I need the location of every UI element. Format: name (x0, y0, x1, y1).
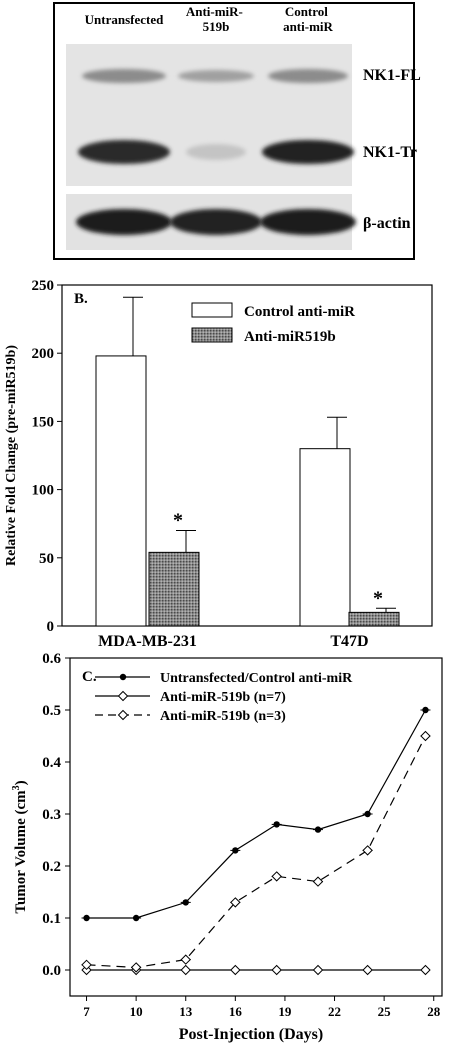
y-axis-label-close: ) (13, 780, 29, 785)
x-tick-label: 19 (278, 1004, 292, 1019)
data-point (362, 964, 373, 976)
x-category-label: MDA-MB-231 (98, 633, 197, 650)
y-tick-label: 200 (32, 346, 55, 362)
lane-label-anti-mir-519b: Anti-miR- 519b (186, 4, 246, 34)
lane-label-control-anti-mir: Control anti-miR (283, 4, 333, 34)
series-2 (81, 730, 431, 973)
legend-label: Untransfected/Control anti-miR (160, 671, 353, 686)
legend-marker (119, 673, 127, 681)
data-point (230, 964, 241, 976)
x-tick-label: 7 (83, 1004, 90, 1019)
data-point (130, 962, 142, 973)
data-point (312, 964, 324, 976)
y-axis-label-text: Tumor Volume (cm (13, 790, 29, 914)
data-point (132, 914, 140, 922)
bar-chart-panel: 0 50 100 150 200 250 Relative Fold Change (pre… (4, 278, 433, 650)
y-axis-label-sup: 3 (11, 785, 22, 790)
x-category-label: T47D (330, 633, 368, 650)
bar-control-0 (95, 355, 147, 627)
x-tick-label: 16 (229, 1004, 243, 1019)
lane-label-line: anti-miR (283, 19, 333, 34)
legend-marker (117, 690, 129, 702)
y-tick-label: 0.0 (42, 963, 61, 979)
x-tick-label: 25 (378, 1004, 392, 1019)
data-point (271, 964, 282, 976)
band-beta-actin-control (260, 209, 356, 235)
panel-label-b: B. (74, 291, 88, 307)
bar-anti-mir-0 (148, 551, 200, 627)
lane-label-line: 519b (203, 19, 230, 34)
y-axis-label: Relative Fold Change (pre-miR519b) (4, 345, 19, 566)
x-tick-label: 10 (130, 1004, 143, 1019)
band-label-nk1-tr: NK1-Tr (363, 144, 417, 161)
lane-label-control-anti-mir-text: Control (285, 4, 328, 19)
data-point (83, 914, 90, 922)
x-axis-label: Post-Injection (Days) (179, 1026, 323, 1043)
data-point (180, 964, 191, 976)
x-tick-label: 22 (328, 1004, 341, 1019)
series-0 (81, 706, 431, 922)
legend-label: Anti-miR519b (244, 329, 336, 345)
significance-star: * (173, 510, 183, 532)
band-nk1-tr-control (262, 140, 354, 164)
data-point (420, 964, 431, 976)
legend-swatch (191, 327, 233, 343)
data-point (230, 897, 241, 908)
data-point (273, 821, 280, 828)
band-label-nk1-fl: NK1-FL (363, 67, 421, 84)
series-line (86, 709, 427, 919)
legend-label: Anti-miR-519b (n=7) (160, 690, 286, 705)
data-point (314, 826, 322, 833)
bar-control-1 (299, 448, 351, 627)
band-nk1-fl-untransfected (82, 69, 166, 83)
band-nk1-fl-anti-mir (178, 70, 254, 82)
y-tick-label: 0.4 (42, 755, 61, 771)
western-blot-panel: Untransfected Anti-miR- 519b Control ant… (53, 2, 421, 260)
data-point (232, 847, 239, 854)
y-tick-label: 50 (39, 551, 54, 567)
data-point (180, 954, 191, 965)
x-tick-label: 28 (427, 1004, 441, 1019)
data-point (362, 845, 373, 856)
lane-label-untransfected: Untransfected (85, 12, 164, 27)
band-beta-actin-untransfected (76, 209, 172, 235)
legend-label: Anti-miR-519b (n=3) (160, 709, 286, 724)
y-tick-label: 0.1 (42, 911, 61, 927)
bar-plot-frame (61, 284, 433, 627)
data-point (422, 706, 429, 714)
band-nk1-fl-control (268, 69, 348, 83)
y-tick-label: 0 (47, 619, 55, 635)
y-tick-label: 0.5 (42, 703, 61, 719)
lane-label-anti-mir-519b-text: Anti-miR- (186, 4, 243, 19)
line-plot-frame (69, 657, 443, 997)
blot-membrane-upper (66, 44, 352, 186)
y-tick-label: 150 (32, 414, 55, 430)
data-point (182, 899, 189, 906)
series-line (86, 735, 427, 969)
y-tick-label: 100 (32, 483, 55, 499)
x-tick-label: 13 (179, 1004, 193, 1019)
bar-anti-mir-1 (348, 611, 400, 627)
significance-star: * (373, 587, 383, 609)
band-nk1-tr-untransfected (78, 140, 170, 164)
y-tick-label: 0.3 (42, 807, 61, 823)
line-chart-panel: 0.0 0.1 0.2 0.3 0.4 0.5 0.6 7 10 13 16 19 22 25 28 Post… (11, 651, 443, 1043)
data-point (271, 871, 282, 882)
legend-marker (117, 709, 129, 721)
band-beta-actin-anti-mir (170, 209, 262, 235)
data-point (420, 730, 431, 742)
data-point (364, 810, 371, 818)
y-tick-label: 250 (32, 278, 55, 294)
data-point (312, 876, 324, 887)
y-tick-label: 0.2 (42, 859, 61, 875)
panel-label-c: C. (82, 669, 97, 685)
y-axis-label: Tumor Volume (cm3) (11, 780, 29, 913)
band-nk1-tr-anti-mir (186, 144, 246, 160)
legend-swatch (191, 302, 233, 318)
y-tick-label: 0.6 (42, 651, 61, 667)
data-point (81, 959, 92, 971)
band-label-beta-actin: β-actin (363, 215, 411, 232)
legend-label: Control anti-miR (244, 304, 355, 320)
